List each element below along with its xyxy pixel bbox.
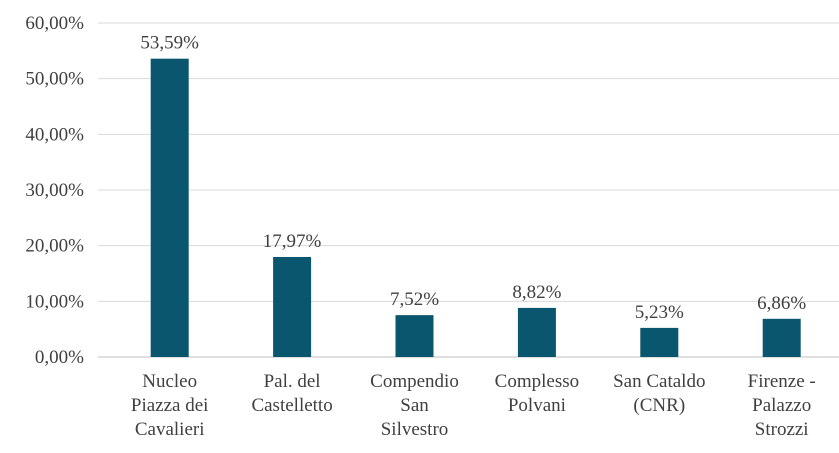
value-label: 8,82%	[512, 282, 561, 303]
value-label: 7,52%	[390, 289, 439, 310]
x-tick-label: Nucleo Piazza dei Cavalieri	[130, 371, 209, 440]
x-tick-label: Complesso Polvani	[494, 371, 580, 416]
y-tick-label: 20,00%	[25, 236, 84, 257]
x-tick-label: Pal. del Castelletto	[251, 371, 333, 416]
x-tick-label: Compendio San Silvestro	[370, 371, 459, 440]
y-tick-label: 60,00%	[25, 13, 84, 34]
value-label: 6,86%	[757, 293, 806, 314]
bar	[762, 318, 801, 357]
x-tick-label: Firenze - Palazzo Strozzi	[747, 371, 816, 440]
y-tick-label: 10,00%	[25, 291, 84, 312]
bar	[150, 58, 189, 357]
bar	[273, 256, 312, 357]
y-tick-label: 30,00%	[25, 180, 84, 201]
value-label: 53,59%	[140, 33, 199, 54]
y-tick-label: 0,00%	[35, 347, 84, 368]
bar	[395, 315, 434, 357]
bar	[640, 327, 679, 357]
y-tick-label: 40,00%	[25, 124, 84, 145]
value-label: 5,23%	[635, 302, 684, 323]
bar	[517, 307, 556, 357]
value-label: 17,97%	[263, 231, 322, 252]
y-tick-label: 50,00%	[25, 69, 84, 90]
x-tick-label: San Cataldo (CNR)	[613, 371, 706, 416]
